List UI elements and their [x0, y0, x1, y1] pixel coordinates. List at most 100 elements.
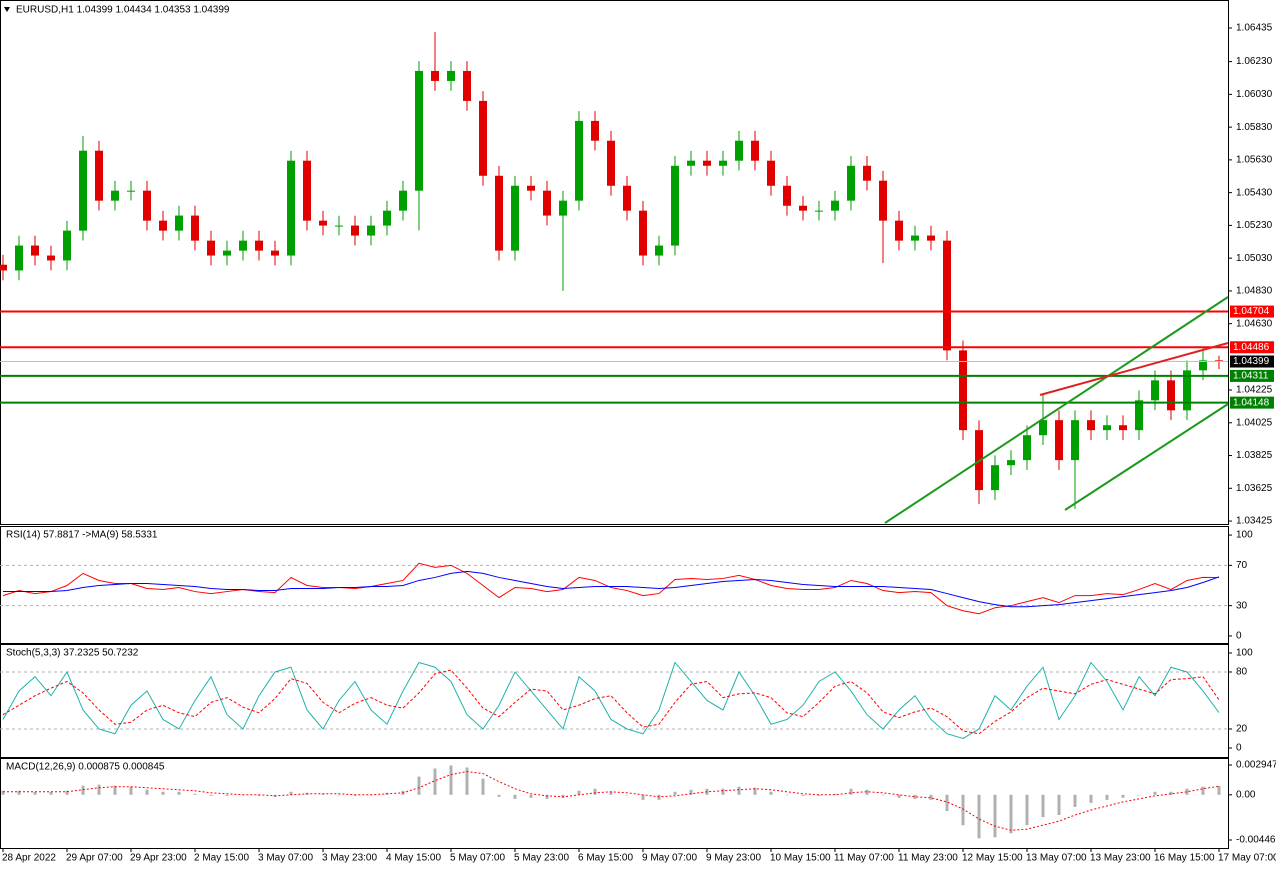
- histogram-bar: [417, 776, 421, 795]
- level-label-box: [1230, 305, 1274, 318]
- histogram-bar: [465, 767, 469, 795]
- histogram-bar: [97, 784, 101, 795]
- candle-body: [1039, 420, 1047, 436]
- last-price-label: 1.04399: [1233, 356, 1270, 367]
- histogram-bar: [1057, 794, 1061, 816]
- x-tick-label: 9 May 07:00: [642, 853, 697, 864]
- candle-body: [559, 200, 567, 216]
- candle-body: [527, 185, 535, 191]
- y-tick-label: 100: [1236, 530, 1253, 541]
- x-tick-label: 17 May 07:00: [1218, 853, 1276, 864]
- candle-body: [31, 245, 39, 256]
- candle-body: [847, 165, 855, 201]
- candle-body: [495, 175, 503, 251]
- price-panel: [0, 0, 1229, 525]
- panel-title: MACD(12,26,9) 0.000875 0.000845: [6, 762, 165, 773]
- histogram-bar: [289, 791, 293, 795]
- histogram-bar: [1153, 791, 1157, 795]
- y-tick-label: 1.05430: [1236, 187, 1273, 198]
- indicator-line: [2, 562, 1220, 615]
- x-tick-label: 28 Apr 2022: [2, 853, 56, 864]
- x-tick-label: 12 May 15:00: [962, 853, 1023, 864]
- candle-body: [127, 190, 135, 192]
- candle-body: [1007, 460, 1015, 466]
- y-tick-label: 0.002947: [1236, 760, 1276, 771]
- candle-body: [79, 150, 87, 231]
- histogram-bar: [673, 791, 677, 795]
- y-tick-label: 70: [1236, 560, 1248, 571]
- x-tick-label: 11 May 23:00: [898, 853, 958, 864]
- histogram-bar: [897, 794, 901, 798]
- indicator-line: [3, 570, 1220, 608]
- candle-body: [335, 225, 343, 227]
- level-label-box: [1230, 369, 1274, 382]
- candle-body: [1119, 425, 1127, 431]
- indicator-line: [2, 669, 1220, 735]
- candle-body: [879, 180, 887, 221]
- candle-body: [927, 235, 935, 241]
- candle-body: [191, 215, 199, 241]
- panel-title: EURUSD,H1 1.04399 1.04434 1.04353 1.0439…: [16, 5, 230, 16]
- trendline: [884, 296, 1229, 524]
- candle-body: [207, 240, 215, 256]
- candle-body: [863, 165, 871, 181]
- candle-body: [1087, 420, 1095, 431]
- histogram-bar: [113, 785, 117, 795]
- histogram-bar: [177, 791, 181, 795]
- histogram-bar: [625, 794, 629, 796]
- histogram-bar: [481, 778, 485, 795]
- histogram-bar: [577, 790, 581, 795]
- panel-title: RSI(14) 57.8817 ->MA(9) 58.5331: [6, 530, 158, 541]
- candle-body: [463, 70, 471, 101]
- trendlines: [884, 296, 1229, 524]
- histogram-bar: [1121, 794, 1125, 798]
- collapse-icon: [4, 7, 10, 12]
- candle-body: [303, 160, 311, 221]
- histogram-bar: [529, 794, 533, 798]
- stoch-panel: [0, 644, 1229, 758]
- x-tick-label: 13 May 07:00: [1026, 853, 1087, 864]
- x-tick-label: 16 May 15:00: [1154, 853, 1215, 864]
- x-tick-label: 3 May 07:00: [258, 853, 313, 864]
- histogram-bar: [433, 768, 437, 795]
- candle-body: [143, 190, 151, 221]
- candle-body: [767, 160, 775, 186]
- histogram-bar: [721, 788, 725, 795]
- histogram-bar: [545, 794, 549, 799]
- candle-body: [431, 70, 439, 81]
- panel-title: Stoch(5,3,3) 37.2325 50.7232: [6, 648, 139, 659]
- y-tick-label: 1.03425: [1236, 516, 1273, 527]
- level-label: 1.04486: [1233, 342, 1270, 353]
- candle-body: [1071, 420, 1079, 461]
- histogram-bar: [1169, 791, 1173, 795]
- x-tick-label: 5 May 07:00: [450, 853, 505, 864]
- histogram-bar: [817, 794, 821, 796]
- trendline: [1064, 403, 1229, 511]
- candle-body: [255, 240, 263, 251]
- candle-body: [623, 185, 631, 211]
- candle-body: [399, 190, 407, 211]
- y-tick-label: 0: [1236, 743, 1242, 754]
- trendline: [1039, 342, 1229, 396]
- y-tick-label: 1.04025: [1236, 417, 1273, 428]
- candle-body: [655, 245, 663, 256]
- candle-body: [111, 190, 119, 201]
- y-tick-label: 1.04830: [1236, 286, 1273, 297]
- histogram-bar: [1137, 794, 1141, 796]
- histogram-bar: [209, 794, 213, 796]
- x-tick-label: 2 May 15:00: [194, 853, 249, 864]
- candle-body: [175, 215, 183, 231]
- candle-body: [415, 70, 423, 191]
- histogram-bar: [497, 794, 501, 797]
- histogram-bar: [689, 789, 693, 795]
- histogram-bar: [337, 794, 341, 796]
- candle-body: [703, 160, 711, 166]
- candle-body: [271, 250, 279, 256]
- histogram-bar: [129, 786, 133, 795]
- histogram-bar: [1185, 788, 1189, 795]
- candle-body: [367, 225, 375, 236]
- x-tick-label: 11 May 07:00: [834, 853, 894, 864]
- histogram-bar: [193, 793, 197, 795]
- histogram-bar: [641, 794, 645, 800]
